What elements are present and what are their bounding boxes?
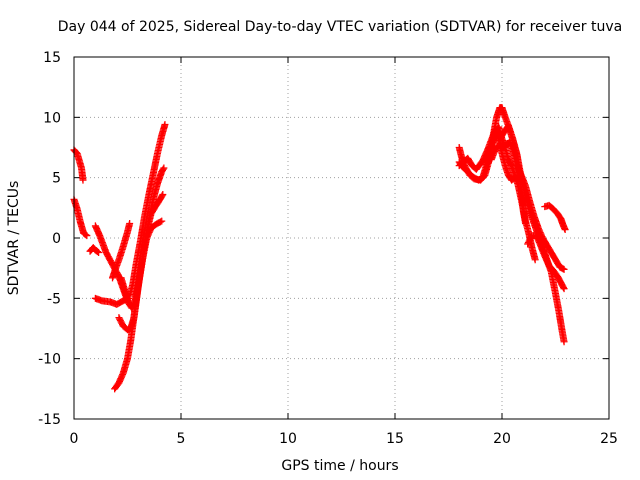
- data-point: [510, 174, 518, 182]
- data-point: [83, 232, 91, 240]
- data-point: [94, 248, 102, 256]
- x-tick-label: 25: [600, 431, 618, 447]
- x-tick-label: 15: [386, 431, 404, 447]
- data-point: [79, 176, 87, 184]
- y-tick-label: -10: [38, 352, 61, 368]
- data-point: [560, 285, 568, 293]
- data-point: [95, 248, 103, 256]
- y-tick-label: -5: [47, 291, 61, 307]
- data-points: [70, 104, 569, 393]
- data-point: [161, 121, 169, 129]
- data-point: [82, 231, 90, 239]
- y-tick-label: 10: [43, 110, 61, 126]
- data-point: [531, 256, 539, 264]
- data-point: [560, 265, 568, 273]
- data-point: [511, 174, 519, 182]
- data-point: [159, 165, 167, 173]
- x-tick-label: 0: [70, 431, 79, 447]
- y-axis-label: SDTVAR / TECUs: [6, 181, 22, 296]
- data-point: [159, 191, 167, 199]
- data-point: [561, 226, 569, 234]
- y-tick-label: 0: [52, 231, 61, 247]
- x-axis-label: GPS time / hours: [281, 458, 398, 474]
- y-tick-label: -15: [38, 412, 61, 428]
- x-tick-label: 10: [279, 431, 297, 447]
- plot-frame: [73, 56, 610, 420]
- data-point: [160, 164, 168, 172]
- chart-title: Day 044 of 2025, Sidereal Day-to-day VTE…: [58, 19, 622, 35]
- data-point: [158, 192, 166, 200]
- x-tick-label: 5: [177, 431, 186, 447]
- y-tick-label: 15: [43, 50, 61, 66]
- data-point: [156, 218, 164, 226]
- data-point: [126, 220, 134, 228]
- data-point: [560, 338, 568, 346]
- data-point: [158, 217, 166, 225]
- y-tick-label: 5: [52, 171, 61, 187]
- x-tick-label: 20: [493, 431, 511, 447]
